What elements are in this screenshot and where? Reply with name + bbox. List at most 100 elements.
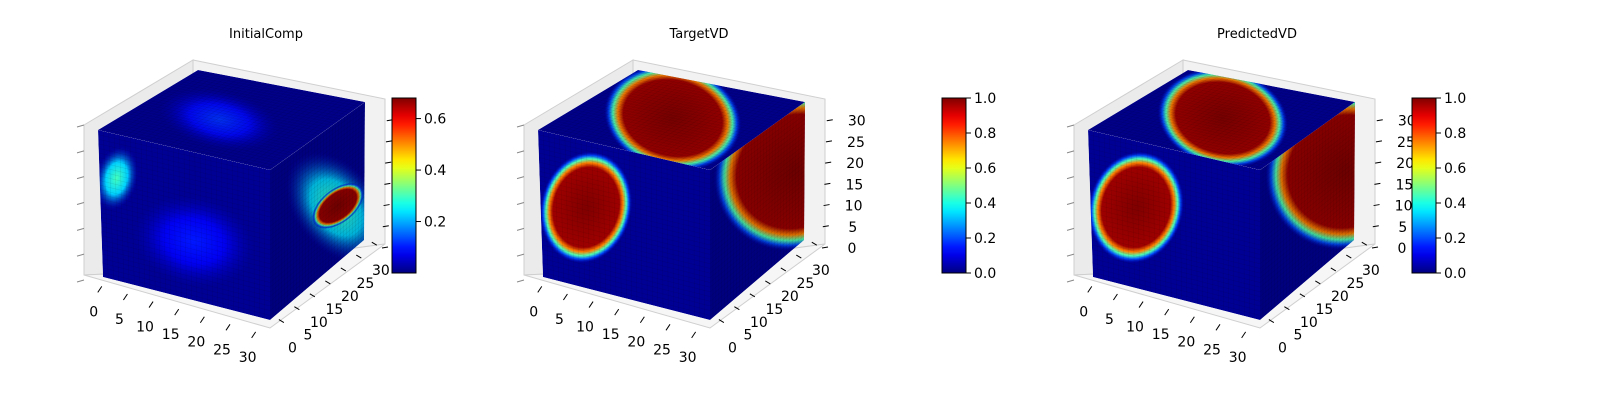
z-tick-label: 25 — [847, 135, 865, 151]
z-tick — [382, 225, 389, 228]
z-tick-label: 10 — [1395, 199, 1413, 215]
x-tick — [1241, 331, 1247, 339]
y-tick-label: 30 — [372, 263, 390, 279]
y-tick — [1361, 241, 1368, 246]
y-tick — [309, 293, 316, 298]
x-tick-label: 25 — [213, 342, 231, 358]
colorbar-tick-label: 0.4 — [974, 196, 996, 212]
z-tick — [1375, 140, 1383, 143]
colorbar-tick-label: 1.0 — [974, 91, 996, 107]
y-tick-label: 10 — [310, 315, 328, 331]
left-axis-tick — [76, 176, 85, 180]
y-tick — [325, 280, 331, 285]
y-tick-label: 20 — [781, 289, 799, 305]
z-tick-label: 20 — [1396, 156, 1414, 172]
y-tick — [796, 254, 802, 259]
x-tick-label: 25 — [653, 342, 671, 358]
y-tick — [734, 306, 740, 311]
z-tick-label: 25 — [1397, 135, 1415, 151]
value-blob — [98, 146, 139, 211]
y-tick — [294, 306, 300, 311]
x-tick-label: 15 — [162, 327, 180, 343]
x-tick — [588, 301, 594, 308]
left-axis-tick — [1066, 176, 1075, 180]
left-axis-tick — [76, 227, 85, 231]
x-tick — [148, 301, 154, 308]
left-axis-tick — [1066, 279, 1075, 283]
x-tick-label: 20 — [1177, 335, 1195, 351]
left-axis-tick — [76, 279, 85, 283]
left-axis-tick — [1066, 202, 1075, 205]
colorbar-tick-label: 0.0 — [1444, 266, 1466, 282]
left-axis-tick — [1066, 150, 1075, 154]
x-tick-label: 0 — [529, 304, 538, 320]
x-tick — [97, 286, 103, 293]
y-tick-label: 0 — [1278, 341, 1287, 357]
z-tick — [1371, 246, 1379, 249]
x-tick — [537, 286, 543, 293]
x-tick — [562, 293, 568, 301]
value-blob — [604, 70, 742, 170]
z-tick — [1376, 119, 1383, 122]
value-blob — [159, 88, 280, 151]
x-tick — [1164, 308, 1170, 316]
value-blob — [1157, 70, 1288, 168]
z-tick — [821, 246, 829, 249]
z-tick — [384, 182, 391, 185]
x-tick — [1112, 293, 1118, 301]
colorbar-tick-label: 0.6 — [1444, 161, 1466, 177]
y-tick-label: 5 — [743, 328, 752, 344]
y-tick-label: 25 — [796, 276, 814, 292]
y-tick — [1299, 293, 1306, 298]
y-tick-label: 20 — [1331, 289, 1349, 305]
left-axis-tick — [1066, 253, 1075, 257]
colorbar-tick-label: 0.2 — [1444, 231, 1466, 247]
value-blob — [312, 182, 364, 229]
y-tick — [371, 241, 378, 246]
cube-face-top — [98, 70, 365, 170]
y-tick-label: 20 — [341, 289, 359, 305]
y-tick — [780, 267, 787, 272]
y-tick — [749, 293, 756, 298]
x-tick — [225, 324, 231, 331]
x-tick-label: 5 — [555, 312, 564, 328]
x-tick-label: 30 — [239, 350, 257, 366]
y-tick — [356, 254, 362, 259]
left-axis-tick — [76, 124, 85, 128]
left-axis-tick — [76, 150, 85, 154]
left-axis-tick — [1066, 227, 1075, 231]
z-tick — [1372, 225, 1379, 228]
x-tick — [1189, 316, 1195, 324]
x-tick — [1215, 324, 1221, 331]
colorbar-tick-label: 0.4 — [424, 163, 446, 179]
cube-face-right — [270, 102, 365, 320]
x-tick — [122, 293, 128, 301]
y-tick-label: 10 — [750, 315, 768, 331]
left-axis-tick — [76, 202, 85, 205]
y-tick-label: 5 — [303, 328, 312, 344]
y-tick-label: 15 — [1316, 302, 1334, 318]
x-tick-label: 0 — [1079, 304, 1088, 320]
z-tick — [1375, 161, 1382, 164]
z-tick-label: 5 — [1398, 220, 1407, 236]
x-tick-label: 15 — [602, 327, 620, 343]
x-tick — [199, 316, 205, 324]
z-tick — [826, 119, 833, 122]
y-tick — [1268, 319, 1275, 324]
z-tick — [381, 246, 389, 249]
x-tick-label: 20 — [187, 335, 205, 351]
x-tick — [1087, 286, 1093, 293]
colorbar — [941, 97, 967, 274]
left-axis-tick — [1066, 124, 1075, 128]
cube-face-front — [538, 130, 710, 320]
y-tick — [1330, 267, 1337, 272]
x-tick — [174, 308, 180, 316]
colorbar-tick-label: 0.0 — [974, 266, 996, 282]
y-tick-label: 30 — [1362, 263, 1380, 279]
z-tick — [385, 140, 393, 143]
y-tick — [1346, 254, 1352, 259]
y-tick-label: 10 — [1300, 315, 1318, 331]
left-axis-tick — [516, 227, 525, 231]
left-axis-tick — [516, 279, 525, 283]
